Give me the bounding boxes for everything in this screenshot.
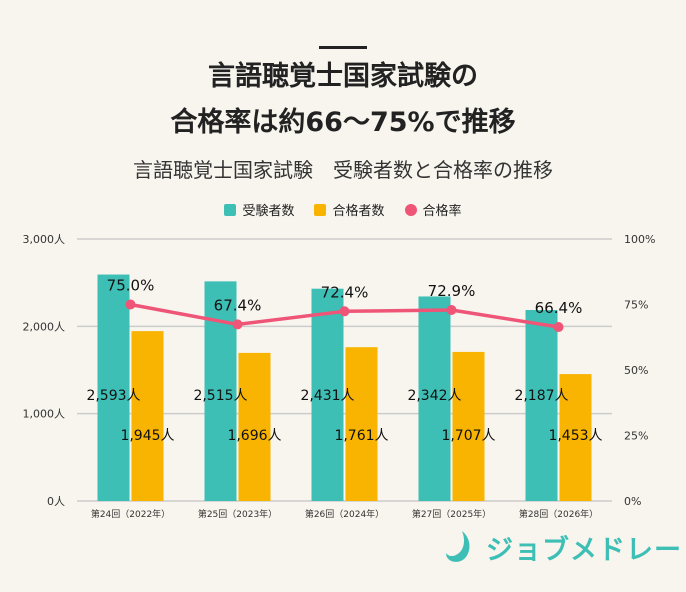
bar-examinees: [418, 296, 451, 501]
legend-swatch-examinees: [224, 203, 237, 216]
legend-swatch-passers: [314, 203, 327, 216]
legend-item-passers: 合格者数: [314, 200, 385, 219]
y-right-tick-label: 100%: [624, 233, 655, 246]
data-label-examinees: 2,187人: [514, 388, 568, 404]
bar-passers: [238, 352, 271, 501]
y-left-tick-label: 1,000人: [23, 408, 66, 421]
data-label-passers: 1,696人: [227, 428, 281, 444]
data-label-passers: 1,707人: [441, 428, 495, 444]
y-right-tick-label: 75%: [624, 299, 648, 312]
legend-label-pass-rate: 合格率: [422, 204, 462, 219]
data-label-passers: 1,453人: [548, 428, 602, 444]
bar-examinees: [311, 288, 344, 501]
data-label-pass-rate: 66.4%: [535, 299, 583, 317]
y-right-tick-label: 0%: [624, 495, 641, 508]
x-tick-label: 第28回（2026年）: [519, 508, 598, 520]
bar-passers: [559, 374, 592, 501]
pass-rate-point: [446, 305, 457, 316]
x-tick-label: 第26回（2024年）: [305, 508, 384, 520]
bar-passers: [131, 331, 164, 501]
page-title-line2: 合格率は約66～75%で推移: [170, 107, 516, 138]
x-tick-label: 第25回（2023年）: [198, 508, 277, 520]
chart-legend: 受験者数 合格者数 合格率: [0, 200, 686, 219]
data-label-pass-rate: 72.4%: [321, 283, 369, 301]
y-left-tick-label: 2,000人: [23, 320, 66, 333]
x-tick-label: 第27回（2025年）: [412, 508, 491, 520]
chart-title: 言語聴覚士国家試験 受験者数と合格率の推移: [133, 158, 553, 182]
y-left-tick-label: 3,000人: [23, 233, 66, 246]
data-label-passers: 1,761人: [334, 428, 388, 444]
pass-rate-point: [339, 306, 350, 317]
data-label-pass-rate: 75.0%: [107, 277, 155, 295]
pass-rate-point: [125, 299, 136, 310]
logo: ジョブメドレー: [438, 527, 682, 567]
legend-item-pass-rate: 合格率: [404, 200, 462, 219]
bar-passers: [345, 347, 378, 501]
data-label-examinees: 2,515人: [193, 388, 247, 404]
data-label-examinees: 2,593人: [86, 388, 140, 404]
data-label-passers: 1,945人: [120, 428, 174, 444]
y-right-tick-label: 50%: [624, 364, 648, 377]
title-rule: [319, 46, 367, 49]
legend-label-passers: 合格者数: [332, 204, 385, 219]
x-tick-label: 第24回（2022年）: [91, 508, 170, 520]
data-label-pass-rate: 67.4%: [214, 296, 262, 314]
data-label-pass-rate: 72.9%: [428, 282, 476, 300]
legend-item-examinees: 受験者数: [224, 200, 294, 219]
bar-passers: [452, 351, 485, 501]
data-label-examinees: 2,342人: [407, 388, 461, 404]
logo-text: ジョブメドレー: [486, 534, 682, 566]
y-right-tick-label: 25%: [624, 430, 648, 443]
bar-examinees: [97, 274, 130, 501]
pass-rate-point: [232, 319, 243, 330]
legend-label-examinees: 受験者数: [242, 204, 295, 219]
y-left-tick-label: 0人: [47, 495, 65, 508]
pass-rate-point: [553, 322, 564, 333]
data-label-examinees: 2,431人: [300, 388, 354, 404]
page-title-line1: 言語聴覚士国家試験の: [208, 61, 478, 92]
logo-icon: [446, 531, 470, 562]
bar-examinees: [525, 310, 558, 501]
legend-swatch-pass-rate: [404, 203, 417, 216]
